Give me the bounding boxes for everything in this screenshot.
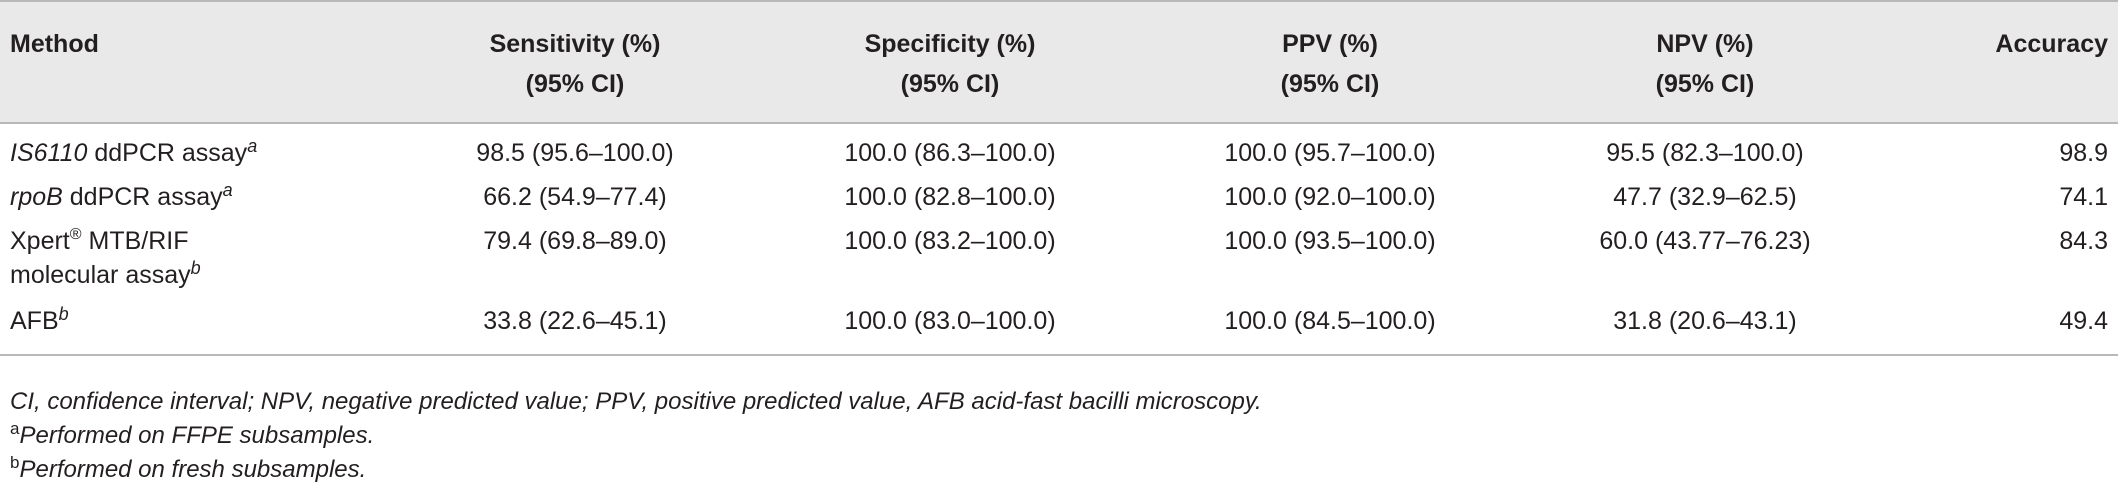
accuracy-cell: 74.1: [2059, 183, 2108, 211]
npv-cell: 60.0 (43.77–76.23): [1599, 227, 1811, 255]
accuracy-cell: 84.3: [2059, 227, 2108, 255]
sensitivity-cell: 33.8 (22.6–45.1): [390, 292, 760, 356]
specificity-cell: 100.0 (83.2–100.0): [844, 227, 1056, 255]
accuracy-cell: 49.4: [1890, 292, 2118, 356]
npv-cell: 47.7 (32.9–62.5): [1613, 183, 1797, 211]
header-row: Method Sensitivity (%) (95% CI) Specifici…: [0, 0, 2118, 124]
method-cell: rpoB ddPCR assaya: [10, 180, 233, 211]
table-body: IS6110 ddPCR assaya 98.5 (95.6–100.0) 10…: [0, 123, 2118, 356]
header-specificity: Specificity (%) (95% CI): [760, 0, 1140, 124]
table-row: IS6110 ddPCR assaya 98.5 (95.6–100.0) 10…: [0, 123, 2118, 170]
method-cell: AFBb: [0, 292, 390, 356]
header-sensitivity: Sensitivity (%) (95% CI): [390, 0, 760, 124]
method-cell: Xpert® MTB/RIF molecular assayb: [10, 226, 201, 290]
header-method: Method: [0, 0, 390, 124]
table-row: rpoB ddPCR assaya 66.2 (54.9–77.4) 100.0…: [0, 170, 2118, 214]
ppv-cell: 100.0 (92.0–100.0): [1224, 183, 1436, 211]
specificity-cell: 100.0 (82.8–100.0): [844, 183, 1056, 211]
table-row: Xpert® MTB/RIF molecular assayb 79.4 (69.…: [0, 214, 2118, 292]
footnote-a: aPerformed on FFPE subsamples.: [10, 419, 375, 449]
specificity-cell: 100.0 (86.3–100.0): [844, 139, 1056, 167]
results-table: Method Sensitivity (%) (95% CI) Specifici…: [0, 0, 2118, 356]
footnote-abbreviations: CI, confidence interval; NPV, negative p…: [10, 388, 1262, 415]
npv-cell: 31.8 (20.6–43.1): [1520, 292, 1890, 356]
method-cell: IS6110 ddPCR assaya: [10, 136, 258, 167]
ppv-cell: 100.0 (95.7–100.0): [1224, 139, 1436, 167]
header-accuracy: Accuracy: [1890, 0, 2118, 124]
sensitivity-cell: 79.4 (69.8–89.0): [483, 227, 667, 255]
npv-cell: 95.5 (82.3–100.0): [1606, 139, 1804, 167]
accuracy-cell: 98.9: [2059, 139, 2108, 167]
ppv-cell: 100.0 (93.5–100.0): [1224, 227, 1436, 255]
table-row: AFBb 33.8 (22.6–45.1) 100.0 (83.0–100.0)…: [0, 292, 2118, 356]
specificity-cell: 100.0 (83.0–100.0): [760, 292, 1140, 356]
sensitivity-cell: 66.2 (54.9–77.4): [483, 183, 667, 211]
sensitivity-cell: 98.5 (95.6–100.0): [476, 139, 674, 167]
header-ppv: PPV (%) (95% CI): [1140, 0, 1520, 124]
table-header: Method Sensitivity (%) (95% CI) Specifici…: [0, 0, 2118, 124]
registered-mark: ®: [69, 226, 82, 243]
ppv-cell: 100.0 (84.5–100.0): [1140, 292, 1520, 356]
footnote-b: bPerformed on fresh subsamples.: [10, 453, 367, 483]
header-npv: NPV (%) (95% CI): [1520, 0, 1890, 124]
